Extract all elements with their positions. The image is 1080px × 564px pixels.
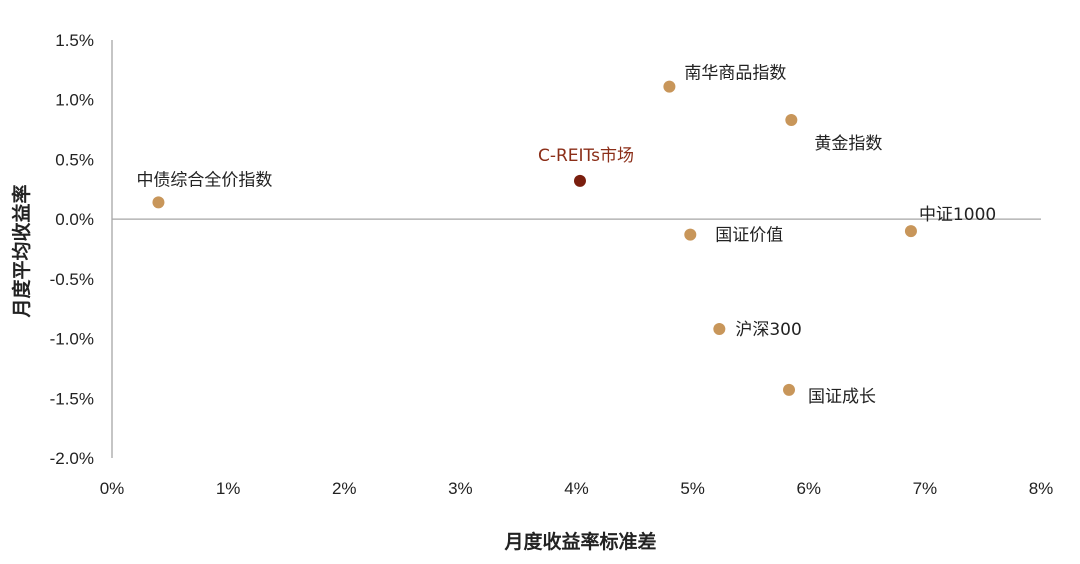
axes: [111, 40, 1041, 458]
point-label: 国证成长: [808, 387, 876, 407]
point-label: C-REITs市场: [538, 146, 634, 166]
point-label: 中债综合全价指数: [136, 170, 272, 190]
point-label: 国证价值: [715, 226, 783, 246]
x-tick-label: 7%: [913, 479, 938, 498]
scatter-point: [713, 323, 726, 336]
scatter-point: [684, 228, 697, 241]
x-tick-label: 0%: [100, 479, 125, 498]
scatter-point: [663, 80, 676, 93]
y-tick-label: -0.5%: [50, 270, 94, 289]
point-label: 南华商品指数: [684, 64, 786, 84]
x-tick-label: 8%: [1029, 479, 1054, 498]
scatter-point: [785, 114, 798, 127]
y-tick-label: -1.0%: [50, 330, 94, 349]
x-tick-label: 5%: [680, 479, 705, 498]
scatter-point: [783, 383, 796, 396]
point-label: 黄金指数: [814, 134, 882, 154]
x-axis-title: 月度收益率标准差: [503, 530, 656, 553]
x-tick-label: 1%: [216, 479, 241, 498]
x-tick-label: 4%: [564, 479, 589, 498]
y-tick-label: -1.5%: [50, 389, 94, 408]
point-label: 中证1000: [919, 205, 996, 225]
scatter-point: [573, 174, 586, 187]
y-tick-label: 1.0%: [55, 91, 94, 110]
y-tick-label: 0.5%: [55, 150, 94, 169]
x-tick-label: 2%: [332, 479, 357, 498]
y-tick-label: 1.5%: [55, 31, 94, 50]
y-axis-title: 月度平均收益率: [10, 184, 33, 318]
data-points: [152, 80, 917, 396]
scatter-point: [152, 196, 165, 209]
tick-labels: 0% 1% 2% 3% 4% 5% 6% 7% 8% 1.5% 1.0% 0.5% 0.0% -0.5% -…: [50, 31, 1054, 498]
y-tick-label: 0.0%: [55, 210, 94, 229]
x-tick-label: 3%: [448, 479, 473, 498]
point-label: 沪深300: [735, 320, 801, 340]
x-tick-label: 6%: [796, 479, 821, 498]
y-tick-label: -2.0%: [50, 449, 94, 468]
scatter-point: [904, 225, 917, 238]
